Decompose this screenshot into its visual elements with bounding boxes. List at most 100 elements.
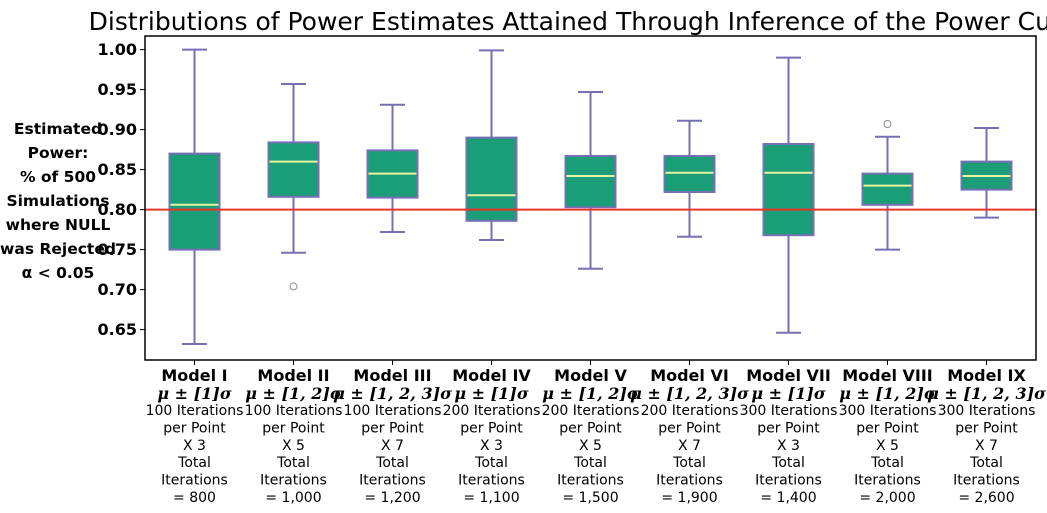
x-model-detail: per Point — [955, 420, 1018, 436]
x-model-name: Model VI — [650, 366, 729, 385]
x-model-detail: Total — [375, 455, 409, 471]
y-label-line: Estimated — [14, 120, 102, 138]
x-model-detail: Total — [870, 455, 904, 471]
chart-title: Distributions of Power Estimates Attaine… — [89, 7, 1047, 36]
x-model-name: Model IX — [947, 366, 1026, 385]
x-model-range: μ ± [1, 2, 3]σ — [630, 384, 749, 403]
x-model-detail: 300 Iterations — [839, 403, 937, 419]
x-model-detail: per Point — [856, 420, 919, 436]
x-model-detail: X 5 — [282, 438, 305, 454]
x-model-detail: X 5 — [579, 438, 602, 454]
x-model-detail: 100 Iterations — [344, 403, 442, 419]
box-iqr — [564, 155, 617, 209]
x-model-detail: per Point — [460, 420, 523, 436]
x-model-detail: = 1,100 — [463, 490, 519, 506]
y-tick-label: 0.95 — [98, 80, 137, 99]
x-model-detail: 300 Iterations — [938, 403, 1036, 419]
x-model-detail: Iterations — [359, 473, 426, 489]
y-label-line: α < 0.05 — [22, 264, 95, 282]
y-tick-label: 0.65 — [98, 320, 137, 339]
x-model-name: Model VIII — [842, 366, 933, 385]
x-model-range: μ ± [1]σ — [454, 384, 529, 403]
y-tick-label: 0.75 — [98, 240, 137, 259]
x-model-detail: 200 Iterations — [641, 403, 739, 419]
x-model-detail: Total — [771, 455, 805, 471]
x-model-range: μ ± [1]σ — [157, 384, 232, 403]
x-model-detail: = 1,900 — [661, 490, 717, 506]
x-model-detail: = 800 — [173, 490, 216, 506]
x-model-detail: Total — [474, 455, 508, 471]
plot-area — [145, 48, 1036, 345]
x-model-detail: Total — [573, 455, 607, 471]
x-model-detail: X 3 — [183, 438, 206, 454]
box-iqr — [663, 155, 716, 193]
x-model-detail: X 3 — [480, 438, 503, 454]
x-model-detail: Total — [969, 455, 1003, 471]
box-iqr — [168, 152, 221, 251]
x-model-range: μ ± [1, 2, 3]σ — [927, 384, 1046, 403]
outlier-point — [883, 120, 892, 128]
x-model-detail: = 1,000 — [265, 490, 321, 506]
x-model-detail: 100 Iterations — [245, 403, 343, 419]
x-model-detail: per Point — [559, 420, 622, 436]
y-label-line: Simulations — [6, 192, 109, 210]
y-label-line: was Rejected — [0, 240, 116, 258]
outlier-point — [289, 282, 298, 291]
x-model-detail: Total — [276, 455, 310, 471]
x-model-detail: X 7 — [678, 438, 701, 454]
x-model-detail: = 2,000 — [859, 490, 915, 506]
box-iqr — [861, 172, 914, 206]
x-model-detail: 200 Iterations — [542, 403, 640, 419]
x-model-name: Model VII — [746, 366, 831, 385]
box-iqr — [762, 143, 815, 237]
x-model-name: Model III — [353, 366, 431, 385]
x-model-range: μ ± [1]σ — [751, 384, 826, 403]
x-model-detail: X 7 — [975, 438, 998, 454]
x-model-detail: = 2,600 — [958, 490, 1014, 506]
y-tick-label: 1.00 — [98, 40, 137, 59]
y-tick-label: 0.70 — [98, 280, 137, 299]
x-model-name: Model V — [554, 366, 627, 385]
y-tick-label: 0.90 — [98, 120, 137, 139]
x-model-name: Model IV — [452, 366, 531, 385]
x-model-detail: 300 Iterations — [740, 403, 838, 419]
box-iqr — [267, 141, 320, 198]
x-model-detail: Iterations — [854, 473, 921, 489]
x-model-detail: Iterations — [557, 473, 624, 489]
x-model-detail: per Point — [262, 420, 325, 436]
x-model-detail: Iterations — [260, 473, 327, 489]
x-model-detail: Iterations — [656, 473, 723, 489]
y-label-line: where NULL — [6, 216, 111, 234]
x-model-detail: Iterations — [161, 473, 228, 489]
x-model-detail: Iterations — [953, 473, 1020, 489]
x-model-range: μ ± [1, 2]σ — [245, 384, 342, 403]
x-model-detail: per Point — [757, 420, 820, 436]
y-axis-ticks: 0.65 0.70 0.75 0.80 0.85 0.90 0.95 1.00 — [98, 40, 145, 339]
x-model-detail: X 7 — [381, 438, 404, 454]
x-model-detail: per Point — [163, 420, 226, 436]
x-model-detail: 100 Iterations — [146, 403, 244, 419]
y-label-line: Power: — [28, 144, 89, 162]
x-model-detail: X 5 — [876, 438, 899, 454]
x-model-detail: 200 Iterations — [443, 403, 541, 419]
x-model-name: Model II — [257, 366, 329, 385]
x-model-detail: = 1,200 — [364, 490, 420, 506]
x-model-name: Model I — [161, 366, 227, 385]
x-model-detail: Iterations — [755, 473, 822, 489]
box-iqr — [465, 136, 518, 222]
x-model-detail: = 1,400 — [760, 490, 816, 506]
x-model-detail: X 3 — [777, 438, 800, 454]
y-label-line: % of 500 — [20, 168, 96, 186]
x-model-detail: per Point — [658, 420, 721, 436]
